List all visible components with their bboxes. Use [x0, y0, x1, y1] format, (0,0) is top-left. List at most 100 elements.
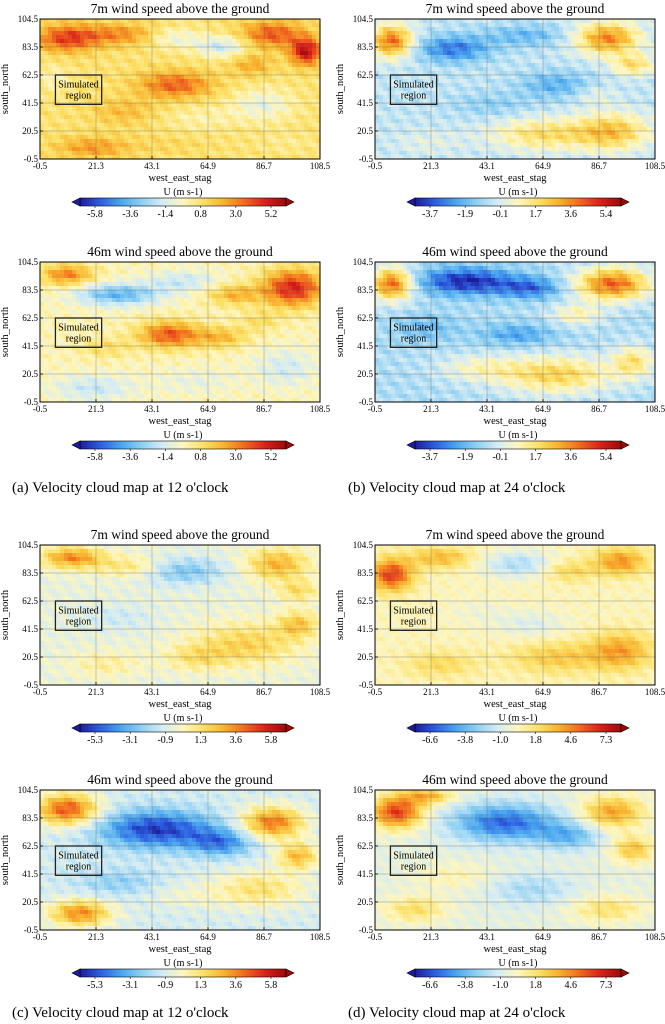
heatmap-cell [383, 147, 388, 152]
heatmap-cell [551, 119, 556, 124]
heatmap-cell [196, 43, 201, 48]
heatmap-cell [627, 115, 632, 120]
heatmap-cell [176, 31, 181, 36]
heatmap-cell [40, 67, 45, 72]
heatmap-cell [84, 143, 89, 148]
heatmap-cell [647, 83, 652, 88]
heatmap-cell [603, 51, 608, 56]
heatmap-cell [527, 111, 532, 116]
heatmap-cell [256, 83, 261, 88]
heatmap-cell [631, 23, 636, 28]
heatmap-cell [543, 147, 548, 152]
heatmap-cell [40, 51, 45, 56]
heatmap-cell [72, 55, 77, 60]
heatmap-cell [60, 67, 65, 72]
heatmap-cell [427, 55, 432, 60]
heatmap-cell [240, 115, 245, 120]
heatmap-cell [631, 119, 636, 124]
heatmap-cell [232, 67, 237, 72]
heatmap-cell [216, 127, 221, 132]
heatmap-cell [447, 107, 452, 112]
heatmap-cell [427, 35, 432, 40]
heatmap-cell [611, 27, 616, 32]
heatmap-cell [168, 47, 173, 52]
heatmap-cell [316, 35, 321, 40]
heatmap-cell [423, 47, 428, 52]
heatmap-cell [296, 143, 301, 148]
heatmap-cell [635, 71, 640, 76]
heatmap-cell [551, 43, 556, 48]
heatmap-cell [124, 135, 129, 140]
heatmap-cell [551, 23, 556, 28]
heatmap-cell [64, 83, 69, 88]
heatmap-cell [56, 139, 61, 144]
heatmap-cell [651, 155, 656, 160]
heatmap-cell [180, 95, 185, 100]
heatmap-cell [300, 115, 305, 120]
heatmap-cell [308, 63, 313, 68]
heatmap-cell [172, 151, 177, 156]
heatmap-cell [292, 35, 297, 40]
heatmap-cell [379, 75, 384, 80]
heatmap-cell [567, 43, 572, 48]
heatmap-cell [603, 43, 608, 48]
heatmap-cell [395, 23, 400, 28]
heatmap-cell [96, 111, 101, 116]
heatmap-cell [284, 43, 289, 48]
heatmap-cell [164, 119, 169, 124]
heatmap-cell [176, 39, 181, 44]
heatmap-cell [152, 63, 157, 68]
heatmap-cell [551, 143, 556, 148]
heatmap-cell [419, 127, 424, 132]
heatmap-cell [128, 127, 133, 132]
heatmap-cell [383, 75, 388, 80]
heatmap-cell [316, 47, 321, 52]
heatmap-cell [48, 115, 53, 120]
heatmap-cell [236, 127, 241, 132]
heatmap-cell [68, 83, 73, 88]
heatmap-cell [288, 123, 293, 128]
heatmap-cell [128, 55, 133, 60]
heatmap-cell [455, 119, 460, 124]
heatmap-cell [236, 43, 241, 48]
heatmap-cell [527, 27, 532, 32]
heatmap-cell [587, 47, 592, 52]
heatmap-cell [224, 115, 229, 120]
heatmap-cell [84, 107, 89, 112]
heatmap-cell [168, 147, 173, 152]
heatmap-cell [72, 19, 77, 24]
heatmap-cell [40, 99, 45, 104]
heatmap-cell [575, 147, 580, 152]
heatmap-cell [651, 35, 656, 40]
heatmap-cell [268, 79, 273, 84]
heatmap-cell [547, 71, 552, 76]
heatmap-cell [192, 155, 197, 160]
heatmap-cell [407, 107, 412, 112]
heatmap-cell [48, 75, 53, 80]
heatmap-cell [587, 147, 592, 152]
heatmap-cell [60, 23, 65, 28]
heatmap-cell [375, 111, 380, 116]
heatmap-cell [583, 147, 588, 152]
heatmap-cell [204, 39, 209, 44]
heatmap-cell [623, 91, 628, 96]
heatmap-cell [627, 123, 632, 128]
heatmap-cell [575, 107, 580, 112]
heatmap-cell [619, 23, 624, 28]
heatmap-cell [184, 35, 189, 40]
heatmap-cell [411, 143, 416, 148]
heatmap-cell [479, 31, 484, 36]
heatmap-cell [579, 83, 584, 88]
heatmap-cell [312, 27, 317, 32]
heatmap-cell [447, 143, 452, 148]
heatmap-cell [52, 19, 57, 24]
heatmap-cell [296, 107, 301, 112]
heatmap-cell [471, 119, 476, 124]
heatmap-cell [387, 123, 392, 128]
heatmap-cell [172, 39, 177, 44]
heatmap-cell [587, 99, 592, 104]
heatmap-cell [112, 111, 117, 116]
heatmap-cell [387, 79, 392, 84]
heatmap-cell [72, 87, 77, 92]
heatmap-cell [144, 55, 149, 60]
